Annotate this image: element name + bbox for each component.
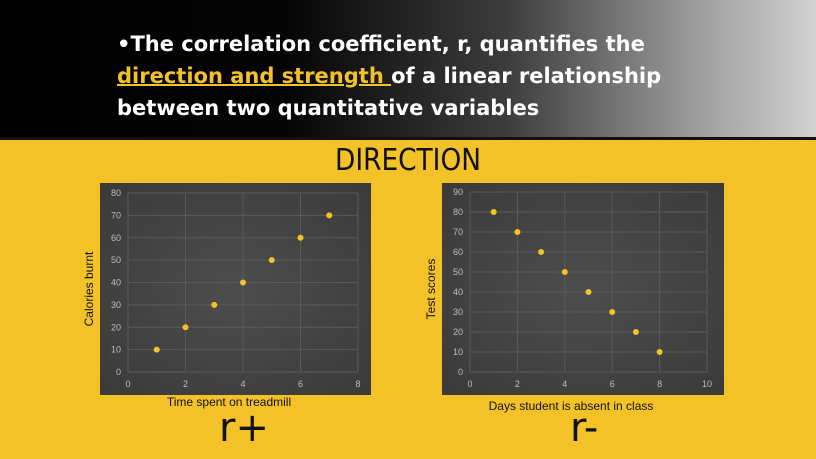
- data-point: [561, 269, 568, 275]
- y-tick-label: 70: [453, 227, 463, 237]
- y-tick-label: 80: [453, 207, 463, 217]
- x-tick-label: 0: [125, 379, 130, 389]
- data-point: [268, 257, 275, 264]
- data-point: [632, 329, 639, 335]
- x-tick-label: 8: [657, 379, 662, 389]
- x-tick-label: 0: [467, 379, 472, 389]
- data-point: [240, 279, 246, 286]
- y-tick-label: 30: [453, 307, 463, 317]
- y-axis-label: Test scores: [424, 259, 438, 320]
- y-tick-label: 0: [116, 367, 121, 377]
- divider: [0, 137, 816, 140]
- y-tick-label: 60: [453, 247, 463, 257]
- data-point: [211, 301, 218, 308]
- header-banner: •The correlation coefficient, r, quantif…: [0, 0, 816, 140]
- y-tick-label: 90: [453, 187, 463, 197]
- section-title: DIRECTION: [334, 143, 482, 178]
- x-tick-label: 2: [183, 379, 188, 389]
- y-tick-label: 0: [458, 367, 463, 377]
- data-point: [514, 229, 521, 235]
- y-tick-label: 40: [111, 278, 121, 288]
- data-point: [326, 212, 333, 219]
- chart-negative: 0 10 20 30 40 50 60 70 80 90 0 2 4 6 8 10: [442, 183, 724, 395]
- highlight-text: direction and strength: [117, 64, 392, 88]
- header-text: •The correlation coefficient, r, quantif…: [117, 28, 757, 124]
- x-tick-label: 4: [562, 379, 567, 389]
- plot-area: [100, 183, 371, 395]
- y-tick-label: 50: [111, 255, 121, 265]
- data-point: [538, 249, 545, 255]
- data-point: [585, 289, 592, 295]
- header-line-2-text: of a linear relationship: [391, 64, 662, 88]
- data-point: [609, 309, 616, 315]
- x-tick-label: 10: [702, 379, 712, 389]
- header-line-1-text: The correlation coefficient, r, quantifi…: [130, 32, 645, 56]
- x-tick-label: 6: [610, 379, 615, 389]
- header-line-2: direction and strength of a linear relat…: [117, 60, 757, 92]
- plot-area: [442, 183, 724, 395]
- x-tick-label: 4: [240, 379, 245, 389]
- bullet: •: [117, 32, 131, 56]
- y-tick-label: 30: [111, 300, 121, 310]
- x-axis-label: Days student is absent in class: [489, 399, 654, 413]
- y-tick-label: 50: [453, 267, 463, 277]
- data-point: [656, 349, 663, 355]
- data-point: [153, 346, 160, 353]
- x-tick-label: 6: [298, 379, 303, 389]
- y-tick-label: 10: [453, 347, 463, 357]
- y-tick-label: 60: [111, 233, 121, 243]
- chart-positive: 0 10 20 30 40 50 60 70 80 0 2 4 6 8: [100, 183, 371, 395]
- x-tick-label: 8: [355, 379, 360, 389]
- y-tick-label: 10: [111, 345, 121, 355]
- y-tick-label: 20: [453, 327, 463, 337]
- data-point: [182, 324, 189, 331]
- y-tick-label: 70: [111, 210, 121, 220]
- x-tick-label: 2: [515, 379, 520, 389]
- y-tick-label: 40: [453, 287, 463, 297]
- data-point: [490, 209, 497, 215]
- y-tick-label: 20: [111, 322, 121, 332]
- y-axis-label: Calories burnt: [82, 251, 96, 326]
- data-point: [297, 234, 304, 241]
- header-line-3: between two quantitative variables: [117, 96, 540, 120]
- positive-correlation-label: r+: [219, 405, 269, 451]
- x-axis-label: Time spent on treadmill: [167, 395, 291, 409]
- y-tick-label: 80: [111, 188, 121, 198]
- negative-correlation-label: r-: [570, 405, 599, 451]
- header-line-1: •The correlation coefficient, r, quantif…: [117, 28, 757, 60]
